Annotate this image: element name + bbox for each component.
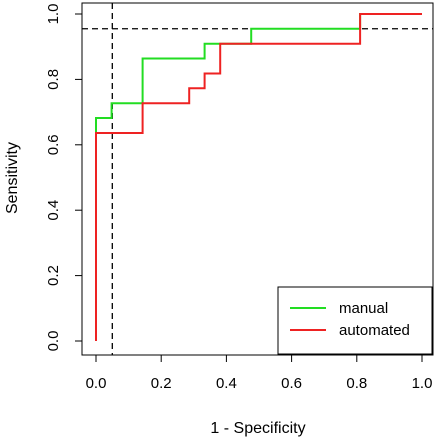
x-tick-label: 0.0 <box>86 375 107 392</box>
x-tick-label: 1.0 <box>412 375 433 392</box>
y-tick-label: 1.0 <box>45 4 62 25</box>
y-axis: 0.0 0.2 0.4 0.6 0.8 1.0 <box>45 4 83 352</box>
series-layer <box>95 13 422 341</box>
y-axis-title: Sensitivity <box>4 142 21 214</box>
x-tick-label: 0.6 <box>281 375 302 392</box>
legend-label-automated: automated <box>339 322 410 339</box>
series-line-automated <box>95 13 422 341</box>
legend-box <box>277 286 433 355</box>
legend-label-manual: manual <box>339 300 388 317</box>
x-tick-label: 0.8 <box>346 375 367 392</box>
x-tick-label: 0.2 <box>151 375 172 392</box>
legend: manual automated <box>277 286 433 355</box>
x-axis: 0.0 0.2 0.4 0.6 0.8 1.0 <box>86 354 433 392</box>
y-tick-label: 0.6 <box>45 134 62 155</box>
y-tick-label: 0.8 <box>45 69 62 90</box>
y-tick-label: 0.2 <box>45 265 62 286</box>
x-tick-label: 0.4 <box>216 375 237 392</box>
x-axis-title: 1 - Specificity <box>210 420 305 437</box>
y-tick-label: 0.0 <box>45 331 62 352</box>
y-tick-label: 0.4 <box>45 200 62 221</box>
